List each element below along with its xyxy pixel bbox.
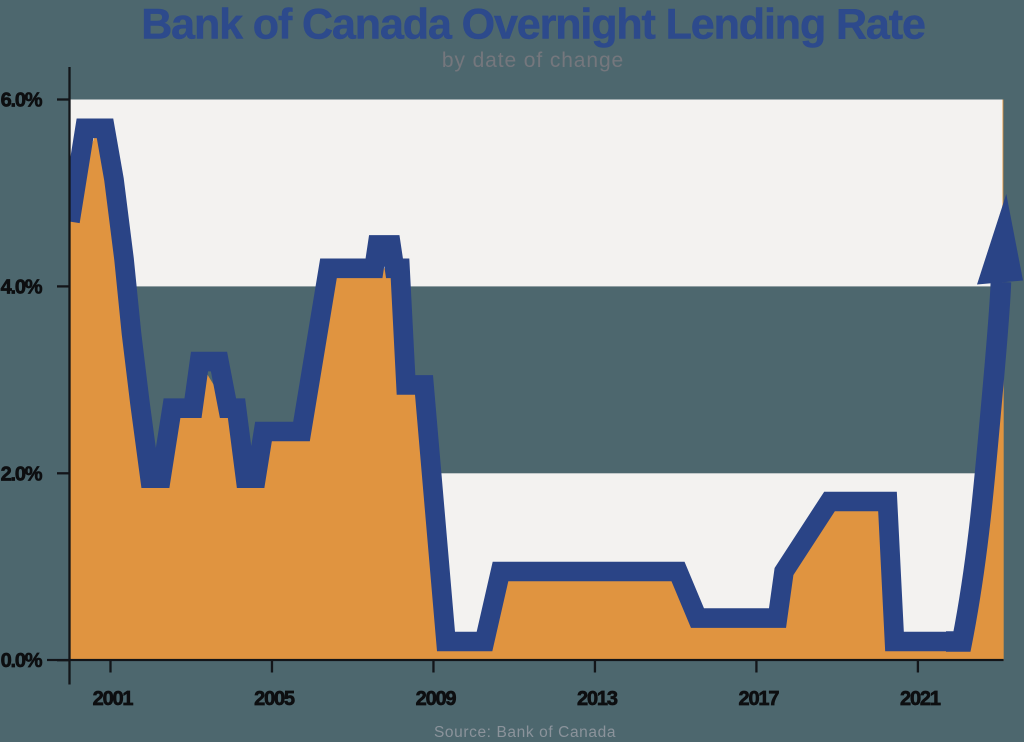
svg-text:2013: 2013 bbox=[577, 688, 618, 710]
svg-text:2001: 2001 bbox=[93, 688, 134, 710]
svg-text:6.0%: 6.0% bbox=[1, 90, 43, 112]
svg-text:Source: Bank of Canada: Source: Bank of Canada bbox=[434, 724, 616, 741]
svg-text:2009: 2009 bbox=[416, 688, 457, 710]
svg-text:Bank of Canada Overnight Lendi: Bank of Canada Overnight Lending Rate bbox=[141, 1, 925, 49]
svg-text:2021: 2021 bbox=[900, 688, 941, 710]
svg-text:2017: 2017 bbox=[739, 688, 780, 710]
svg-text:2.0%: 2.0% bbox=[1, 463, 43, 485]
svg-text:2005: 2005 bbox=[254, 688, 295, 710]
svg-text:0.0%: 0.0% bbox=[1, 650, 43, 672]
svg-text:by date of change: by date of change bbox=[442, 49, 624, 72]
svg-text:4.0%: 4.0% bbox=[1, 276, 43, 298]
